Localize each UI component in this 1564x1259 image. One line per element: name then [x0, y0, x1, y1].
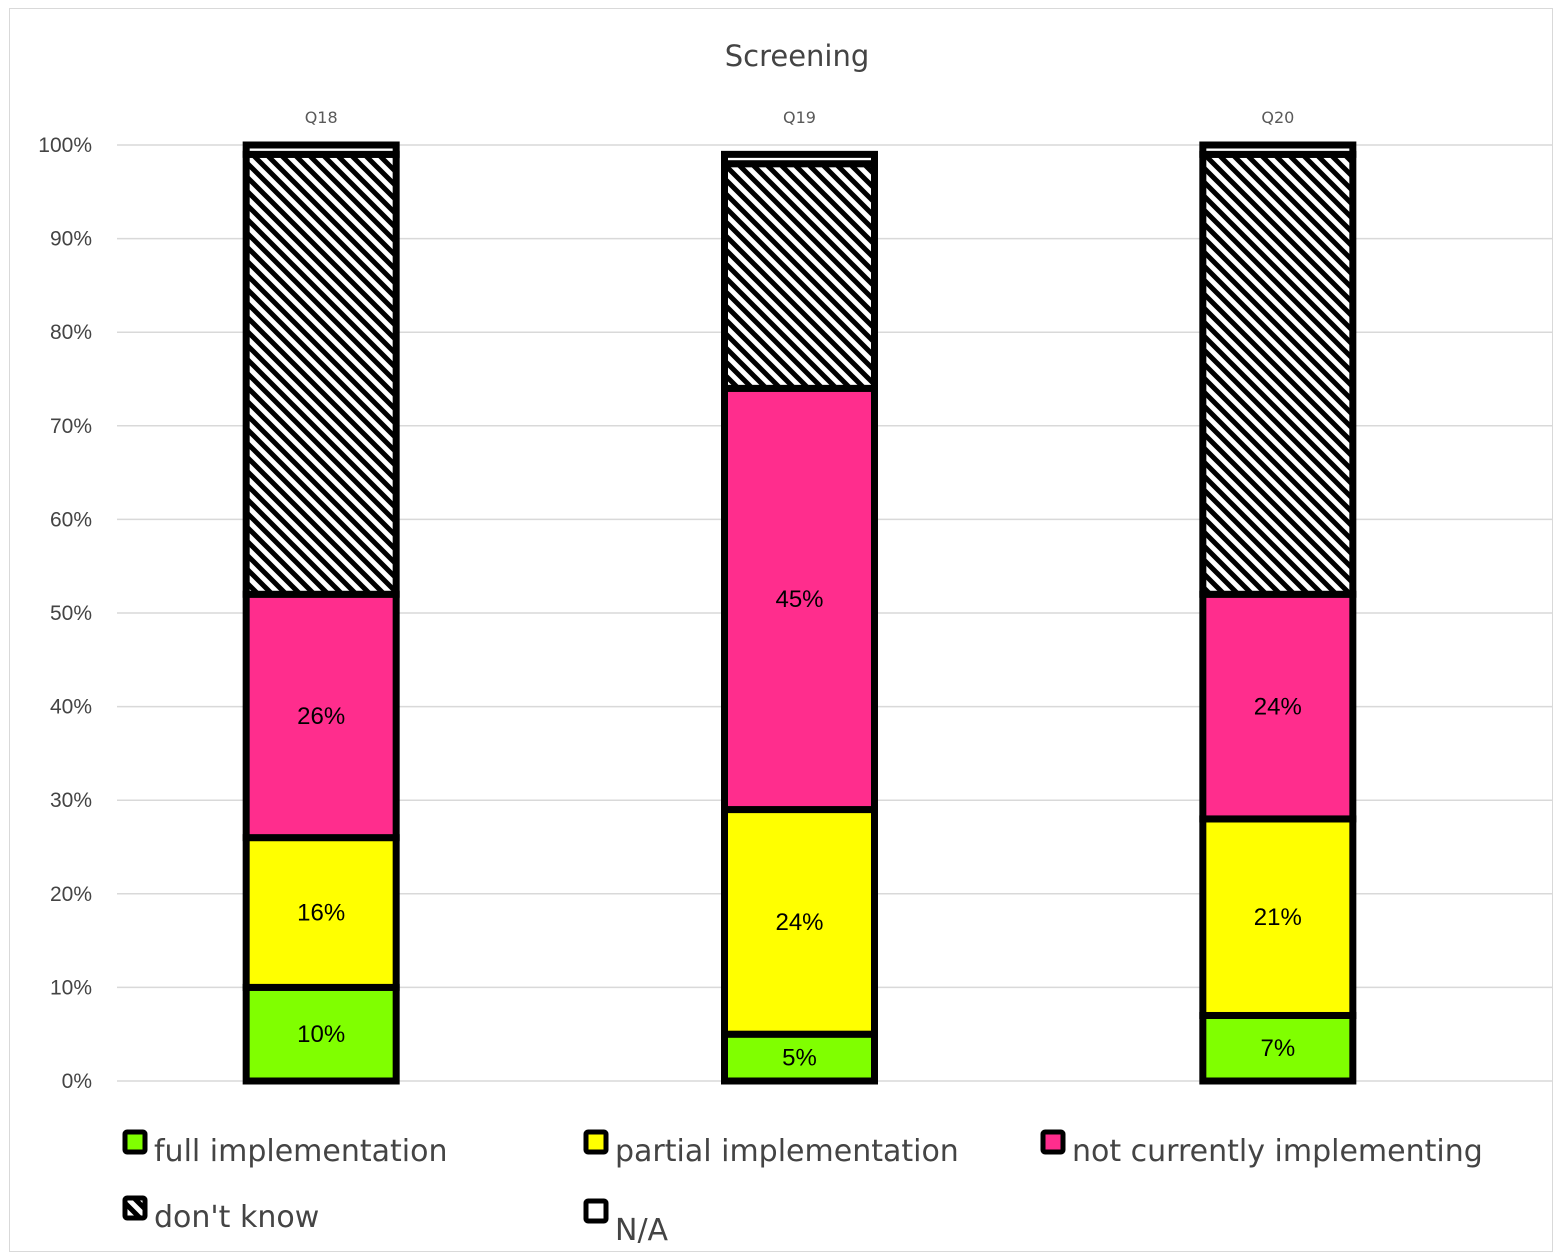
data-label: 7% [1260, 1035, 1295, 1062]
bar-segment [1199, 590, 1357, 823]
data-label: 5% [782, 1045, 817, 1072]
bar-segment [721, 384, 878, 814]
y-tick-label: 90% [50, 228, 92, 251]
legend-swatch [583, 1198, 609, 1224]
data-label: 16% [297, 900, 345, 927]
bar-segment [242, 590, 400, 842]
bar-segment [721, 150, 878, 168]
legend-swatch [122, 1195, 148, 1221]
bar-segment [1199, 150, 1357, 598]
bar-segment [721, 806, 878, 1038]
data-label: 24% [1254, 694, 1302, 721]
chart-frame [9, 8, 1553, 1252]
y-tick-label: 10% [50, 976, 92, 999]
y-tick-label: 80% [50, 321, 92, 344]
legend: full implementation partial implementatio… [122, 1129, 1483, 1248]
y-tick-label: 60% [50, 508, 92, 531]
legend-swatch [1040, 1129, 1066, 1155]
category-label: Q19 [783, 108, 816, 127]
category-label: Q20 [1261, 108, 1294, 127]
y-tick-label: 20% [50, 883, 92, 906]
legend-label: partial implementation [615, 1134, 959, 1169]
data-label: 45% [775, 586, 823, 613]
bars: 10% 16% 26% 5% 24% 45% 7% 21% 24% [242, 141, 1357, 1085]
bar-segment [242, 983, 400, 1085]
data-label: 10% [297, 1021, 345, 1048]
y-tick-label: 100% [38, 134, 92, 157]
y-tick-label: 70% [50, 415, 92, 438]
bar-segment [721, 1030, 878, 1085]
y-tick-label: 30% [50, 789, 92, 812]
data-label: 21% [1254, 904, 1302, 931]
legend-swatch [122, 1129, 148, 1155]
data-label: 26% [297, 703, 345, 730]
category-labels: Q18 Q19 Q20 [305, 108, 1295, 127]
y-tick-label: 40% [50, 696, 92, 719]
y-axis: 0% 10% 20% 30% 40% 50% 60% 70% 80% 90% 100% [38, 134, 92, 1093]
legend-label: not currently implementing [1072, 1134, 1483, 1169]
legend-swatch [583, 1129, 609, 1155]
category-label: Q18 [305, 108, 338, 127]
bar-segment [242, 150, 400, 598]
y-tick-label: 50% [50, 602, 92, 625]
y-tick-label: 0% [62, 1070, 92, 1093]
bar-segment [1199, 815, 1357, 1019]
legend-label: N/A [615, 1213, 669, 1248]
bar-segment [242, 834, 400, 991]
bar-segment [721, 160, 878, 392]
legend-label: don't know [154, 1200, 319, 1235]
legend-label: full implementation [154, 1134, 447, 1169]
data-label: 24% [775, 909, 823, 936]
bar-segment [1199, 141, 1357, 158]
chart-title: Screening [725, 39, 870, 73]
bar-segment [242, 141, 400, 158]
